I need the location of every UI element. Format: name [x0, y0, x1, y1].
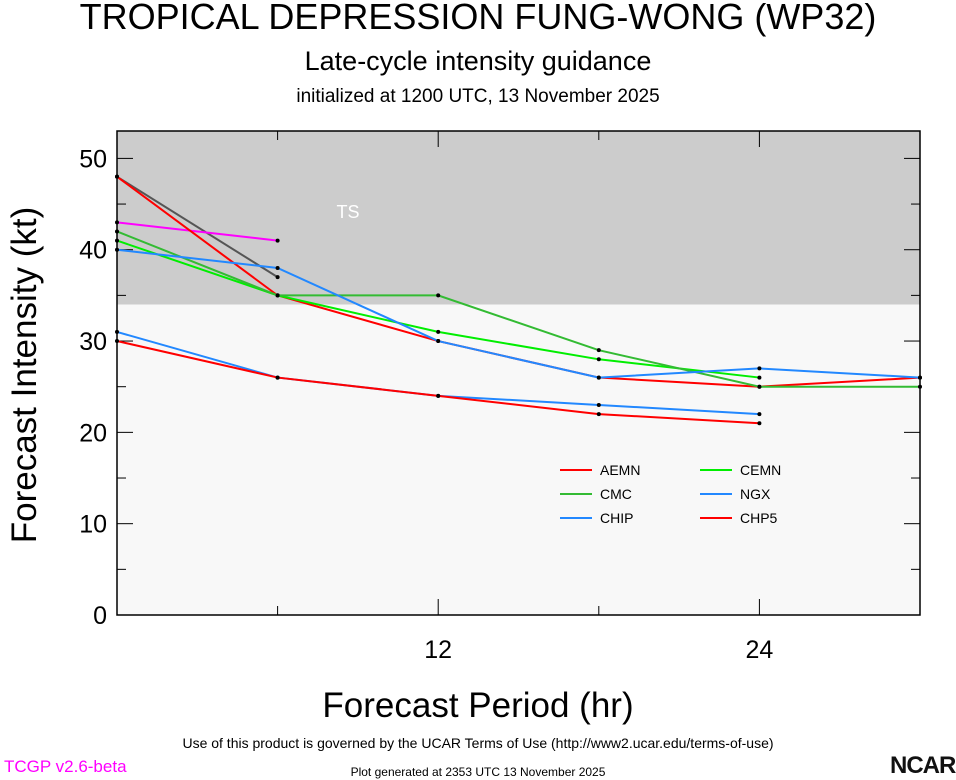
- y-tick-label: 40: [79, 237, 107, 265]
- data-point: [596, 348, 601, 353]
- data-point: [757, 421, 762, 426]
- ncar-logo: NCAR: [890, 752, 956, 779]
- series-cemn: [115, 238, 762, 380]
- series-label: CMC: [600, 486, 632, 502]
- data-point: [436, 393, 441, 398]
- data-point: [275, 275, 280, 280]
- data-point: [596, 357, 601, 362]
- data-point: [596, 412, 601, 417]
- series-line: [116, 221, 278, 242]
- data-point: [436, 329, 441, 334]
- series-line: [116, 230, 920, 388]
- series-label: CHIP: [600, 510, 633, 526]
- y-tick-label: 50: [79, 145, 107, 173]
- y-tick-label: 20: [79, 419, 107, 447]
- data-point: [757, 375, 762, 380]
- series-chp5: [115, 339, 762, 426]
- chart-title: TROPICAL DEPRESSION FUNG-WONG (WP32): [79, 0, 877, 37]
- data-point: [757, 384, 762, 389]
- series-ngx: [115, 247, 922, 380]
- series-line: [116, 248, 921, 379]
- data-point: [275, 265, 280, 270]
- init-time: initialized at 1200 UTC, 13 November 202…: [296, 86, 660, 107]
- generated-time: Plot generated at 2353 UTC 13 November 2…: [350, 765, 606, 779]
- data-point: [275, 375, 280, 380]
- series-label: CEMN: [740, 462, 781, 478]
- series-key: AEMN CEMN CMC NGX CHIP CHP5: [560, 462, 781, 526]
- data-point: [596, 375, 601, 380]
- data-point: [275, 238, 280, 243]
- chart-subtitle: Late-cycle intensity guidance: [304, 46, 652, 76]
- series-label: CHP5: [740, 510, 778, 526]
- data-point: [757, 412, 762, 417]
- x-tick-label: 12: [424, 636, 452, 664]
- data-point: [757, 366, 762, 371]
- data-point: [596, 402, 601, 407]
- series-label: AEMN: [600, 462, 640, 478]
- data-point: [275, 293, 280, 298]
- y-axis-label: Forecast Intensity (kt): [5, 206, 44, 544]
- y-tick-label: 10: [79, 511, 107, 539]
- y-tick-label: 0: [93, 602, 107, 630]
- series-line: [116, 175, 279, 278]
- data-point: [436, 339, 441, 344]
- data-point: [436, 293, 441, 298]
- series-label: NGX: [740, 486, 771, 502]
- terms-of-use: Use of this product is governed by the U…: [182, 735, 774, 751]
- band-label: TS: [336, 202, 359, 222]
- plot-frame: [116, 130, 921, 616]
- series-cmc: [115, 229, 922, 389]
- x-axis-label: Forecast Period (hr): [322, 686, 634, 725]
- version-label: TCGP v2.6-beta: [4, 757, 127, 776]
- x-tick-label: 24: [745, 636, 773, 664]
- y-tick-label: 30: [79, 328, 107, 356]
